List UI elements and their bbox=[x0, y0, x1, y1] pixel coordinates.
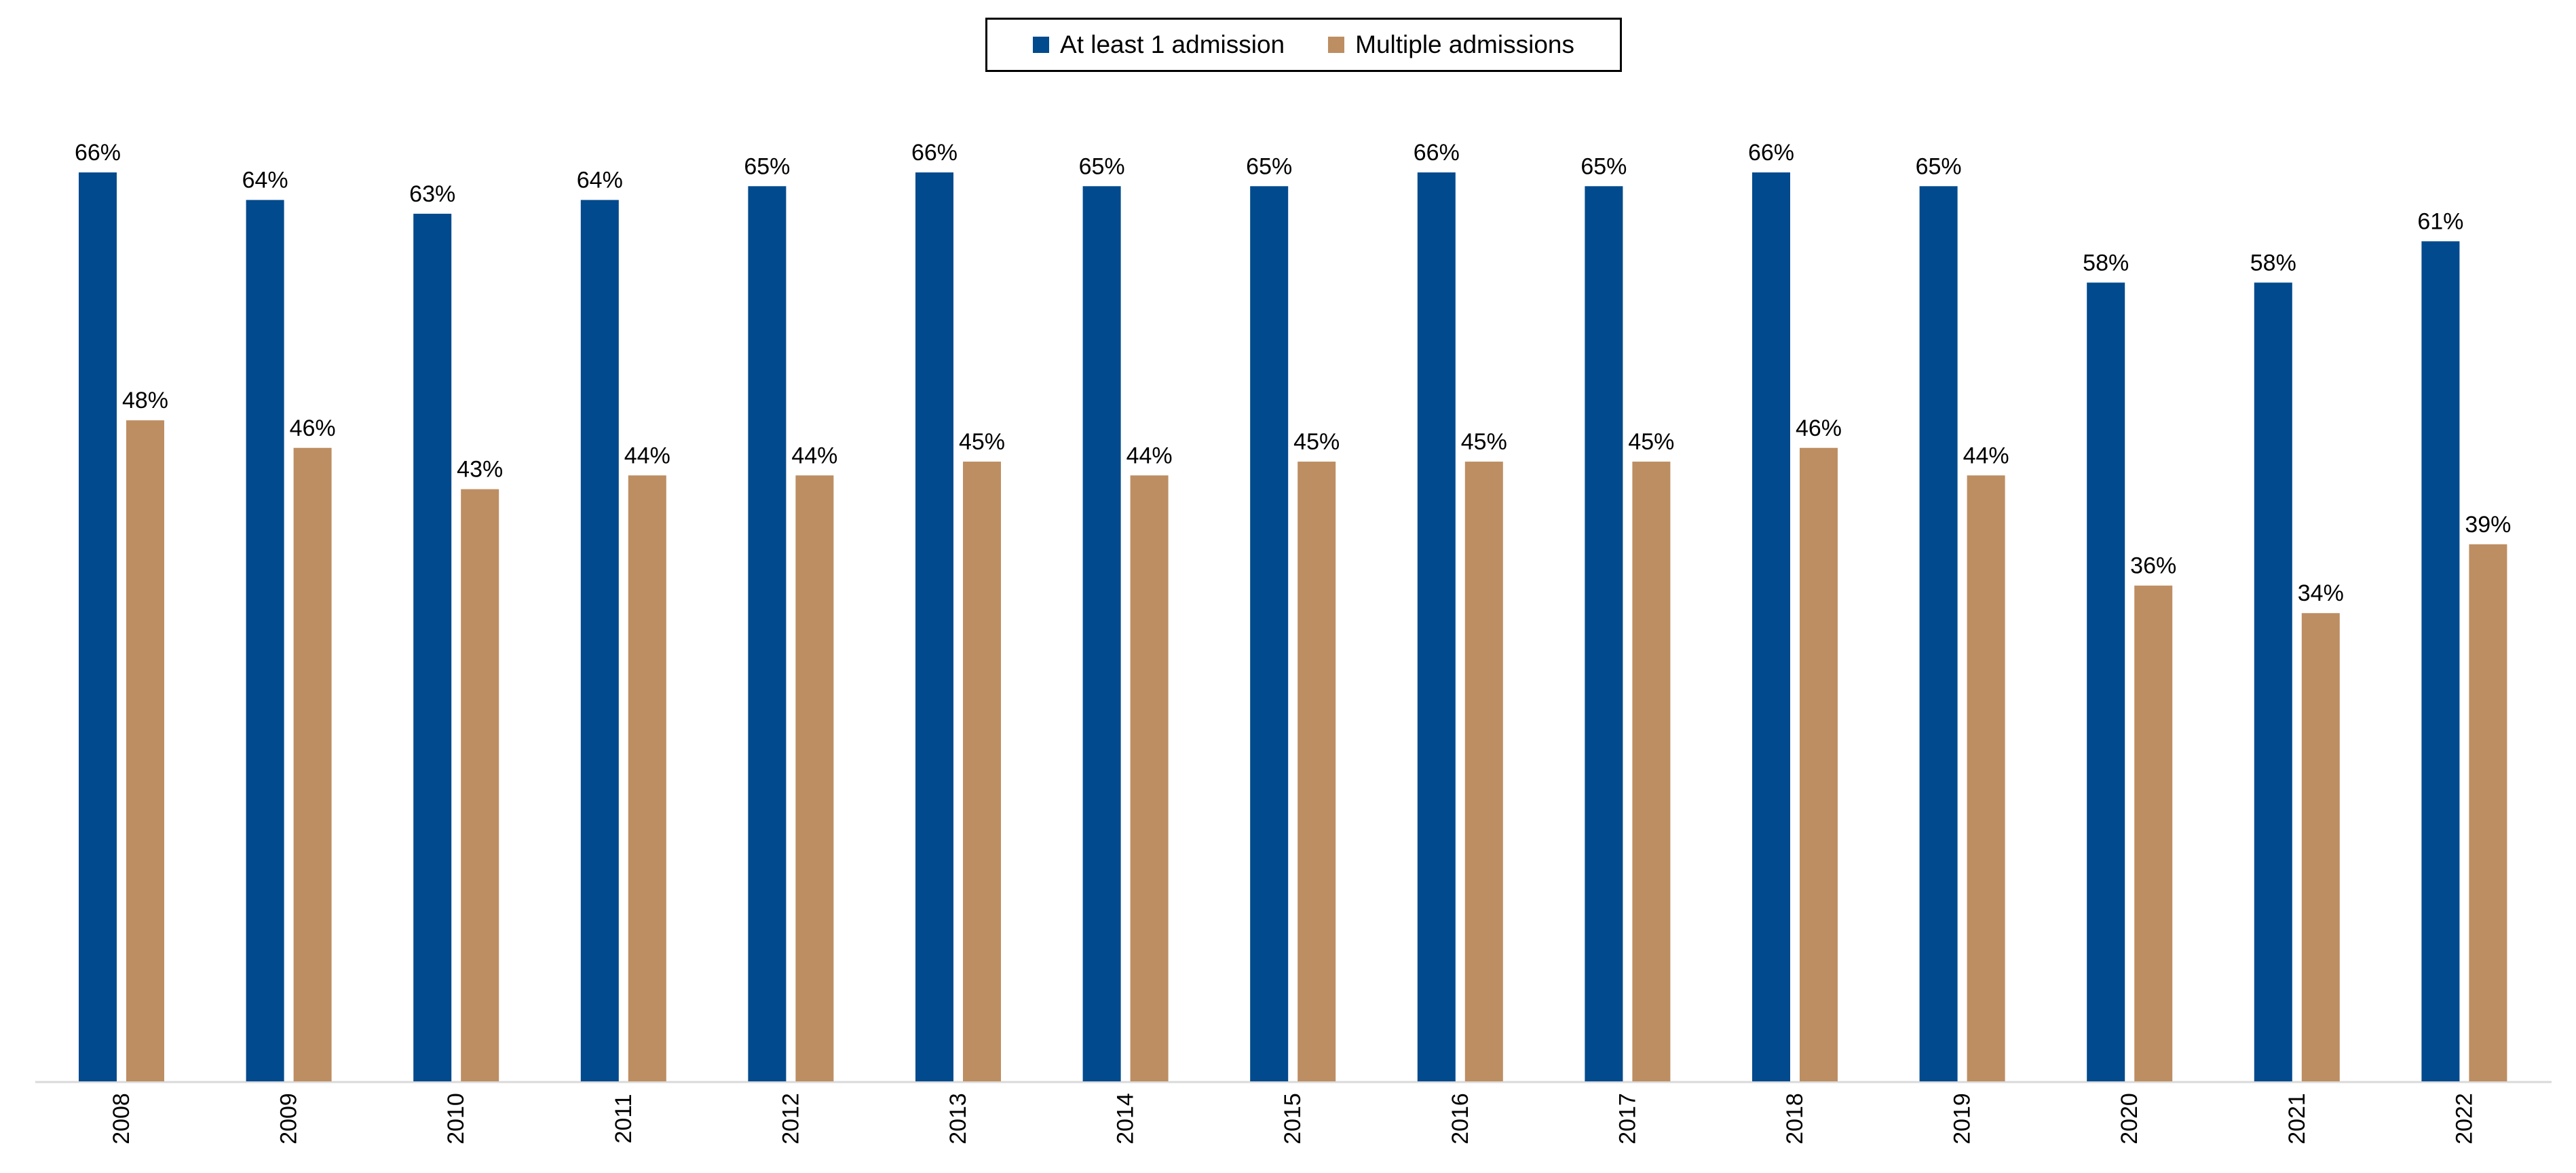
bar-series-2-2020 bbox=[2134, 585, 2173, 1081]
bar-series-1-2008 bbox=[79, 172, 117, 1081]
bar-series-1-2019 bbox=[1919, 186, 1958, 1082]
legend-item-series-2: Multiple admissions bbox=[1328, 31, 1574, 59]
data-label-series-1-2010: 63% bbox=[409, 181, 455, 207]
bar-series-1-2016 bbox=[1417, 172, 1456, 1081]
data-label-series-1-2013: 66% bbox=[911, 140, 958, 166]
bar-series-2-2010 bbox=[461, 489, 499, 1081]
bar-series-2-2013 bbox=[963, 462, 1001, 1081]
x-tick-label-2021: 2021 bbox=[2284, 1093, 2310, 1144]
bar-series-2-2012 bbox=[795, 475, 834, 1081]
x-tick-label-2010: 2010 bbox=[443, 1093, 469, 1144]
data-label-series-1-2015: 65% bbox=[1246, 153, 1292, 179]
data-label-series-2-2017: 45% bbox=[1628, 429, 1674, 455]
data-label-series-2-2019: 44% bbox=[1963, 443, 2009, 468]
bar-series-2-2021 bbox=[2301, 613, 2340, 1081]
x-tick-label-2015: 2015 bbox=[1280, 1093, 1306, 1144]
data-label-series-1-2021: 58% bbox=[2250, 250, 2296, 276]
data-label-series-2-2021: 34% bbox=[2298, 580, 2344, 606]
data-label-series-2-2022: 39% bbox=[2465, 512, 2511, 538]
x-tick-label-2014: 2014 bbox=[1113, 1093, 1139, 1144]
x-tick-label-2016: 2016 bbox=[1447, 1093, 1473, 1144]
x-tick-label-2009: 2009 bbox=[276, 1093, 302, 1144]
legend-label-series-1: At least 1 admission bbox=[1060, 31, 1285, 58]
bar-series-1-2017 bbox=[1585, 186, 1623, 1082]
bar-series-1-2011 bbox=[580, 200, 619, 1082]
data-label-series-2-2011: 44% bbox=[624, 443, 670, 468]
x-tick-label-2020: 2020 bbox=[2117, 1093, 2142, 1144]
legend-item-series-1: At least 1 admission bbox=[1033, 31, 1285, 59]
data-label-series-1-2014: 65% bbox=[1079, 153, 1125, 179]
data-label-series-1-2008: 66% bbox=[75, 140, 121, 166]
data-label-series-2-2008: 48% bbox=[122, 388, 168, 413]
data-label-series-2-2013: 45% bbox=[959, 429, 1005, 455]
data-label-series-1-2020: 58% bbox=[2083, 250, 2129, 276]
data-label-series-2-2010: 43% bbox=[457, 457, 503, 483]
data-label-series-1-2017: 65% bbox=[1580, 153, 1627, 179]
x-tick-label-2008: 2008 bbox=[109, 1093, 134, 1144]
data-label-series-1-2012: 65% bbox=[744, 153, 790, 179]
data-label-series-2-2020: 36% bbox=[2130, 553, 2176, 579]
bar-series-2-2015 bbox=[1298, 462, 1336, 1081]
bar-series-2-2022 bbox=[2469, 544, 2507, 1081]
data-label-series-2-2015: 45% bbox=[1293, 429, 1340, 455]
x-tick-label-2018: 2018 bbox=[1782, 1093, 1808, 1144]
data-label-series-2-2012: 44% bbox=[791, 443, 837, 468]
bar-series-1-2013 bbox=[915, 172, 953, 1081]
bar-series-1-2010 bbox=[413, 213, 452, 1081]
bar-series-2-2009 bbox=[293, 447, 332, 1081]
x-tick-label-2019: 2019 bbox=[1950, 1093, 1975, 1144]
bar-series-2-2018 bbox=[1800, 447, 1838, 1081]
legend-swatch-series-1 bbox=[1033, 37, 1050, 53]
bar-series-1-2020 bbox=[2087, 282, 2125, 1082]
legend-swatch-series-2 bbox=[1328, 37, 1345, 53]
bar-series-1-2015 bbox=[1250, 186, 1289, 1082]
bar-series-2-2017 bbox=[1632, 462, 1671, 1081]
bar-series-2-2014 bbox=[1130, 475, 1169, 1081]
data-label-series-2-2014: 44% bbox=[1126, 443, 1173, 468]
data-label-series-1-2016: 66% bbox=[1414, 140, 1460, 166]
x-tick-label-2011: 2011 bbox=[611, 1094, 637, 1143]
data-label-series-2-2018: 46% bbox=[1796, 415, 1842, 441]
data-label-series-1-2022: 61% bbox=[2417, 208, 2463, 234]
bar-series-2-2016 bbox=[1464, 462, 1503, 1081]
x-tick-label-2022: 2022 bbox=[2451, 1093, 2477, 1144]
bar-series-1-2009 bbox=[246, 200, 284, 1082]
x-tick-label-2012: 2012 bbox=[778, 1093, 803, 1144]
bar-series-1-2018 bbox=[1752, 172, 1790, 1081]
x-tick-label-2013: 2013 bbox=[945, 1093, 971, 1144]
bar-series-2-2011 bbox=[628, 475, 666, 1081]
legend-label-series-2: Multiple admissions bbox=[1355, 31, 1574, 58]
data-label-series-2-2016: 45% bbox=[1461, 429, 1507, 455]
legend: At least 1 admission Multiple admissions bbox=[985, 18, 1622, 72]
data-label-series-1-2011: 64% bbox=[577, 168, 623, 193]
bar-series-1-2014 bbox=[1082, 186, 1121, 1082]
data-label-series-1-2019: 65% bbox=[1916, 153, 1962, 179]
data-label-series-1-2009: 64% bbox=[242, 168, 288, 193]
x-tick-label-2017: 2017 bbox=[1614, 1093, 1640, 1144]
data-label-series-2-2009: 46% bbox=[290, 415, 336, 441]
bar-series-2-2008 bbox=[126, 420, 164, 1081]
data-label-series-1-2018: 66% bbox=[1748, 140, 1794, 166]
bar-series-1-2021 bbox=[2254, 282, 2292, 1082]
bar-series-1-2012 bbox=[748, 186, 787, 1082]
bar-series-1-2022 bbox=[2421, 241, 2460, 1081]
bar-series-2-2019 bbox=[1967, 475, 2005, 1081]
